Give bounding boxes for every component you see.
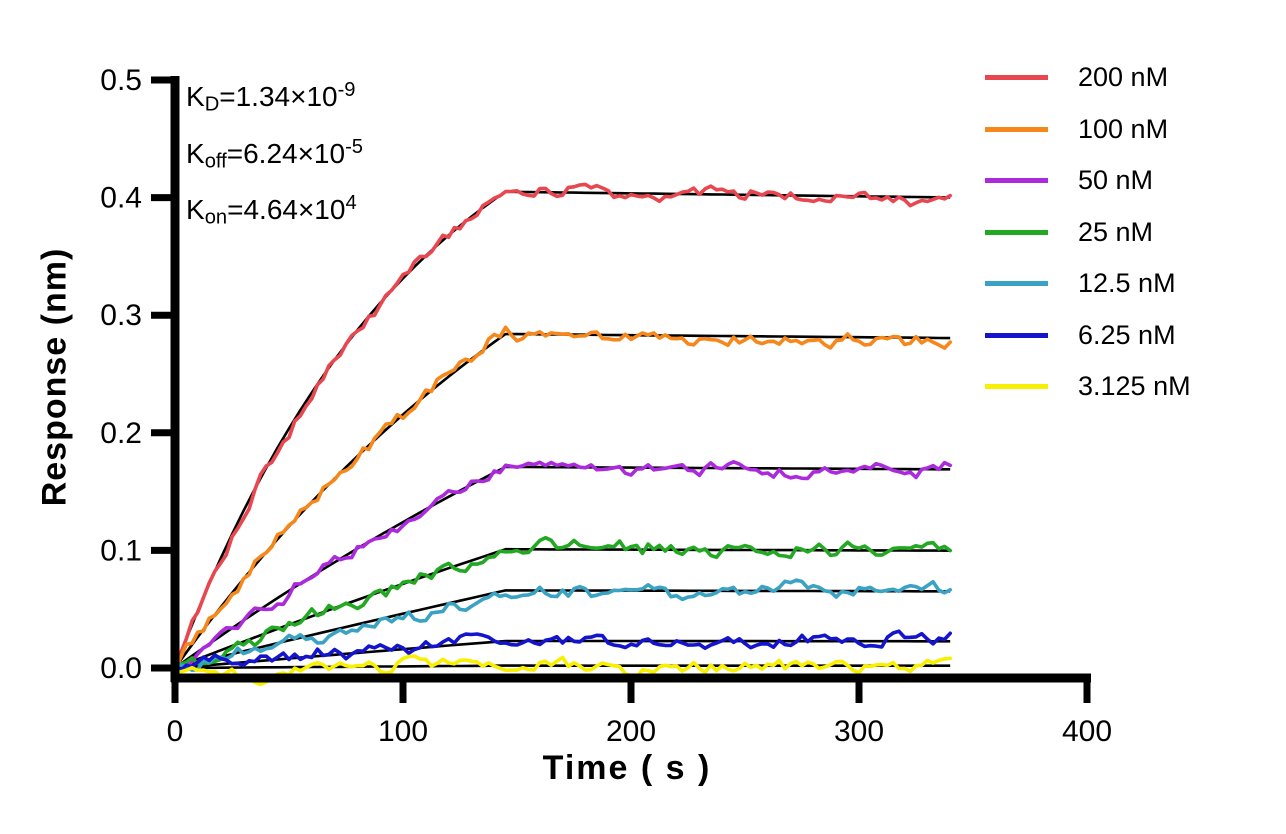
legend-label: 6.25 nM	[1078, 319, 1176, 350]
y-tick-label: 0.3	[100, 299, 142, 332]
legend-color-swatch	[985, 281, 1048, 287]
fit-line-3125nM	[174, 664, 951, 670]
data-trace-25nM	[173, 535, 952, 669]
x-axis-title: Time ( s )	[542, 749, 712, 787]
fit-line-100nM	[173, 332, 951, 669]
legend-color-swatch	[985, 178, 1048, 184]
legend-item: 200 nM	[985, 52, 1191, 104]
legend-label: 200 nM	[1078, 62, 1169, 93]
legend-item: 12.5 nM	[985, 258, 1191, 310]
data-trace-50nM	[173, 460, 952, 669]
y-tick-label: 0.1	[100, 534, 142, 567]
legend-label: 50 nM	[1078, 165, 1154, 196]
data-trace-100nM	[173, 325, 952, 673]
legend-label: 25 nM	[1078, 216, 1154, 247]
data-trace-200nM	[173, 182, 952, 686]
x-tick-label: 300	[834, 715, 884, 748]
legend-color-swatch	[985, 75, 1048, 81]
data-trace-125nM	[173, 578, 952, 672]
x-tick-label: 100	[378, 715, 428, 748]
legend-color-swatch	[985, 384, 1048, 390]
y-tick-label: 0.0	[100, 652, 142, 685]
legend-label: 12.5 nM	[1078, 268, 1176, 299]
x-tick-label: 200	[606, 715, 656, 748]
data-trace-3125nM	[173, 654, 952, 687]
y-tick-label: 0.4	[100, 182, 142, 215]
y-tick-label: 0.5	[100, 64, 142, 97]
x-tick-label: 400	[1062, 715, 1112, 748]
kinetics-annotation-line: Koff=6.24×10-5	[186, 135, 364, 173]
x-tick-label: 0	[167, 715, 184, 748]
legend-item: 6.25 nM	[985, 310, 1191, 362]
y-axis-title: Response (nm)	[35, 247, 74, 507]
legend-item: 25 nM	[985, 207, 1191, 259]
legend-color-swatch	[985, 332, 1048, 338]
legend-item: 3.125 nM	[985, 361, 1191, 413]
legend-item: 100 nM	[985, 104, 1191, 156]
fit-line-25nM	[174, 547, 951, 670]
kinetics-annotation-line: KD=1.34×10-9	[186, 79, 356, 116]
legend-color-swatch	[985, 229, 1048, 235]
y-tick-label: 0.2	[100, 417, 142, 450]
legend-color-swatch	[985, 126, 1048, 132]
legend: 200 nM 100 nM 50 nM 25 nM 12.5 nM 6.25 nM 3.12…	[985, 52, 1191, 413]
legend-item: 50 nM	[985, 155, 1191, 207]
data-trace-625nM	[173, 629, 952, 673]
legend-label: 100 nM	[1078, 113, 1169, 144]
kinetics-annotation-line: Kon=4.64×104	[186, 192, 357, 229]
legend-label: 3.125 nM	[1078, 371, 1191, 402]
kinetics-constants-annotation: KD=1.34×10-9 Koff=6.24×10-5 Kon=4.64×104	[186, 69, 363, 239]
